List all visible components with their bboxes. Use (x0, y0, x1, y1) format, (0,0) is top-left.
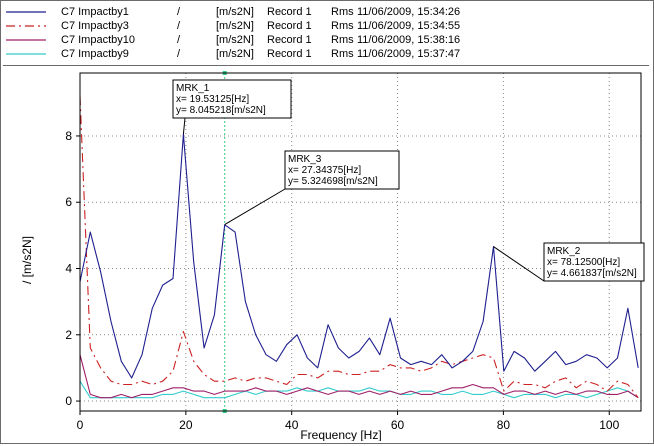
y-tick-label: 8 (65, 129, 72, 143)
legend-panel: C7 Impactby1 / [m/s2N] Record 1 Rms 11/0… (3, 3, 649, 66)
legend-item[interactable]: C7 Impactby10 / [m/s2N] Record 1 Rms 11/… (3, 33, 643, 47)
legend-timestamp: 11/06/2009, 15:38:16 (357, 34, 461, 46)
legend-timestamp: 11/06/2009, 15:34:26 (357, 6, 461, 18)
marker-label-line: x= 27.34375[Hz] (288, 165, 361, 176)
legend-series-name: C7 Impactby10 (61, 34, 135, 46)
x-tick-label: 80 (497, 418, 511, 432)
legend-scale: [m/s2N] (216, 34, 254, 46)
series-line (79, 133, 639, 379)
series-line (79, 380, 639, 399)
legend-scale: [m/s2N] (216, 48, 254, 60)
legend-record: Record 1 (267, 20, 312, 32)
legend-rms: Rms (331, 34, 354, 46)
legend-item[interactable]: C7 Impactby1 / [m/s2N] Record 1 Rms 11/0… (3, 5, 643, 19)
marker-leader-line (182, 117, 186, 135)
marker-layer: MRK_1x= 19.53125[Hz]y= 8.045218[m/s2N] MR… (172, 79, 645, 282)
marker-label-line: x= 19.53125[Hz] (176, 94, 249, 105)
marker-box (172, 79, 292, 119)
legend-timestamp: 11/06/2009, 15:37:47 (357, 48, 461, 60)
series-line (79, 354, 639, 399)
legend-unit-separator: / (177, 34, 181, 46)
y-tick-label: 2 (65, 328, 72, 342)
legend-unit-separator: / (177, 6, 181, 18)
y-axis-label: / [m/s2N] (20, 236, 34, 284)
axis-layer: 0 20 40 60 80 100 0 2 4 6 8 (65, 72, 642, 432)
legend-timestamp: 11/06/2009, 15:34:55 (357, 20, 461, 32)
x-axis-label: Frequency [Hz] (300, 428, 381, 441)
marker-label-line: MRK_3 (288, 154, 322, 165)
legend-record: Record 1 (267, 34, 312, 46)
x-tick-label: 100 (599, 418, 619, 432)
y-tick-label: 6 (65, 195, 72, 209)
plot-border (79, 72, 642, 412)
grid-layer (79, 71, 641, 413)
plot-frame: 0 20 40 60 80 100 0 2 4 6 8 MRK_1 x= 19.53125[Hz] y=… (3, 67, 649, 442)
series-line (79, 96, 639, 399)
marker-label-line: MRK_2 (547, 246, 581, 257)
legend-scale: [m/s2N] (216, 20, 254, 32)
legend-record: Record 1 (267, 6, 312, 18)
legend-rms: Rms (331, 20, 354, 32)
x-tick-label: 20 (179, 418, 193, 432)
legend-swatch (6, 11, 46, 13)
legend-series-name: C7 Impactby3 (61, 20, 129, 32)
marker-box (284, 150, 400, 190)
marker-label-line: y= 8.045218[m/s2N] (176, 105, 266, 116)
legend-series-name: C7 Impactby9 (61, 48, 129, 60)
marker-label-line: y= 4.661837[m/s2N] (547, 268, 637, 279)
legend-rms: Rms (331, 48, 354, 60)
legend-series-name: C7 Impactby1 (61, 6, 129, 18)
x-tick-label: 60 (391, 418, 405, 432)
legend-rms: Rms (331, 6, 354, 18)
y-tick-label: 4 (65, 262, 72, 276)
legend-swatch (6, 39, 46, 41)
legend-item[interactable]: C7 Impactby3 / [m/s2N] Record 1 Rms 11/0… (3, 19, 643, 33)
marker-leader-line (224, 188, 286, 226)
series-layer (79, 96, 639, 399)
legend-item[interactable]: C7 Impactby9 / [m/s2N] Record 1 Rms 11/0… (3, 47, 643, 61)
legend-swatch (6, 25, 46, 27)
legend-unit-separator: / (177, 48, 181, 60)
x-tick-label: 0 (77, 418, 84, 432)
marker-leader-line (493, 246, 545, 282)
marker-box (543, 242, 645, 282)
marker-label-line: MRK_1 (176, 83, 210, 94)
legend-unit-separator: / (177, 20, 181, 32)
legend-swatch (6, 53, 46, 55)
marker-label-line: x= 78.12500[Hz] (547, 257, 620, 268)
legend-record: Record 1 (267, 48, 312, 60)
x-tick-label: 40 (285, 418, 299, 432)
y-tick-label: 0 (65, 394, 72, 408)
legend-scale: [m/s2N] (216, 6, 254, 18)
marker-label-line: y= 5.324698[m/s2N] (288, 176, 378, 187)
